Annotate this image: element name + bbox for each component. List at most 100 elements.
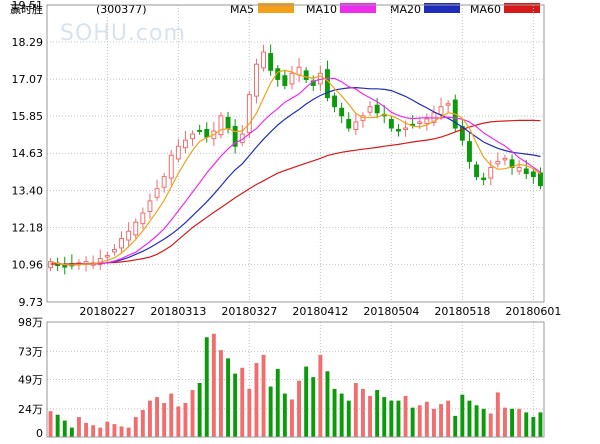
x-axis-date-tick: 20180327 <box>221 305 277 318</box>
candlestick <box>495 152 501 168</box>
volume-bar-down <box>69 427 74 437</box>
candle-body-up <box>104 255 110 258</box>
candlestick <box>296 58 302 83</box>
candlestick <box>282 70 288 90</box>
volume-panel: 98万 73万 49万 24万 0 <box>18 316 545 440</box>
volume-panel-frame <box>46 321 545 438</box>
volume-bar-up <box>169 393 174 437</box>
candlestick <box>69 254 75 270</box>
volume-bar-up <box>183 402 188 437</box>
legend-swatch-ma60 <box>504 3 540 13</box>
candlestick <box>452 94 458 132</box>
volume-bar-up <box>261 354 266 437</box>
volume-bar-down <box>538 412 543 437</box>
candlestick <box>395 124 401 137</box>
volume-y-tick: 0 <box>36 427 43 440</box>
candle-body-down <box>332 95 338 108</box>
volume-bar-down <box>304 366 309 437</box>
candlestick <box>367 101 373 116</box>
volume-bar-down <box>325 371 330 437</box>
volume-bar-up <box>517 408 522 437</box>
volume-bar-up <box>48 411 53 437</box>
candlestick <box>537 167 543 190</box>
candle-body-down <box>225 116 231 129</box>
candlestick <box>119 231 125 254</box>
candle-body-up <box>154 188 160 198</box>
volume-bar-up <box>417 405 422 437</box>
volume-bar-down <box>339 393 344 437</box>
candle-body-down <box>268 53 274 71</box>
volume-bar-up <box>297 380 302 437</box>
candle-body-up <box>403 127 409 131</box>
candle-body-up <box>353 121 359 131</box>
candle-body-up <box>424 118 430 124</box>
candlestick <box>530 168 536 184</box>
candle-body-up <box>296 66 302 76</box>
volume-bar-down <box>410 407 415 437</box>
volume-bar-up <box>439 404 444 437</box>
volume-bar-up <box>147 400 152 437</box>
candlestick <box>147 193 153 219</box>
candle-body-down <box>232 125 238 147</box>
volume-bar-down <box>346 400 351 437</box>
ma5-line <box>50 69 541 266</box>
x-axis-date-tick: 20180412 <box>292 305 348 318</box>
volume-bar-up <box>318 354 323 437</box>
volume-bar-down <box>467 400 472 437</box>
legend-swatch-ma5 <box>258 3 294 13</box>
volume-bar-down <box>460 394 465 437</box>
legend-label-ma20: MA20 <box>390 3 421 16</box>
volume-bar-up <box>105 421 110 437</box>
candlestick <box>474 161 480 181</box>
x-axis-date-tick: 20180518 <box>434 305 490 318</box>
stock-code: (300377) <box>96 3 147 16</box>
volume-bar-up <box>247 388 252 437</box>
candlestick <box>133 218 139 239</box>
x-axis-date-tick: 20180313 <box>150 305 206 318</box>
volume-bar-up <box>431 408 436 437</box>
volume-bar-down <box>510 408 515 437</box>
volume-bar-down <box>396 400 401 437</box>
candlestick <box>126 222 132 248</box>
candle-body-up <box>261 51 267 69</box>
candle-body-up <box>289 72 295 85</box>
volume-bar-up <box>98 427 103 437</box>
volume-bar-up <box>240 367 245 437</box>
candle-body-up <box>488 166 494 179</box>
price-y-tick: 14.63 <box>12 147 44 160</box>
candlestick <box>360 112 366 128</box>
candlestick <box>111 243 117 256</box>
candlestick <box>445 100 451 113</box>
candle-body-up <box>168 154 174 179</box>
volume-bar-up <box>126 427 131 437</box>
candle-body-up <box>218 115 224 136</box>
candlestick <box>438 97 444 120</box>
candle-body-up <box>175 145 181 160</box>
volume-bar-down <box>282 393 287 437</box>
candle-body-down <box>388 118 394 129</box>
price-panel-frame <box>46 4 545 303</box>
volume-bar-down <box>474 405 479 437</box>
candlestick <box>466 132 472 169</box>
legend-label-ma60: MA60 <box>470 3 501 16</box>
volume-bar-up <box>289 399 294 437</box>
candle-body-down <box>395 129 401 132</box>
candlestick <box>353 112 359 135</box>
volume-bar-up <box>84 422 89 437</box>
candlestick <box>161 172 167 193</box>
volume-bar-down <box>311 377 316 437</box>
volume-bar-up <box>76 417 81 437</box>
volume-bar-down <box>332 388 337 437</box>
candlestick <box>275 65 281 87</box>
candle-body-down <box>374 104 380 114</box>
volume-bar-down <box>268 386 273 437</box>
volume-bar-up <box>155 397 160 437</box>
candle-body-up <box>438 106 444 115</box>
candle-body-down <box>523 168 529 175</box>
price-y-tick: 13.40 <box>12 185 44 198</box>
volume-bar-down <box>275 368 280 437</box>
candlestick <box>388 115 394 132</box>
candlestick <box>197 124 203 135</box>
candlestick <box>204 122 210 143</box>
candlestick <box>509 154 515 175</box>
